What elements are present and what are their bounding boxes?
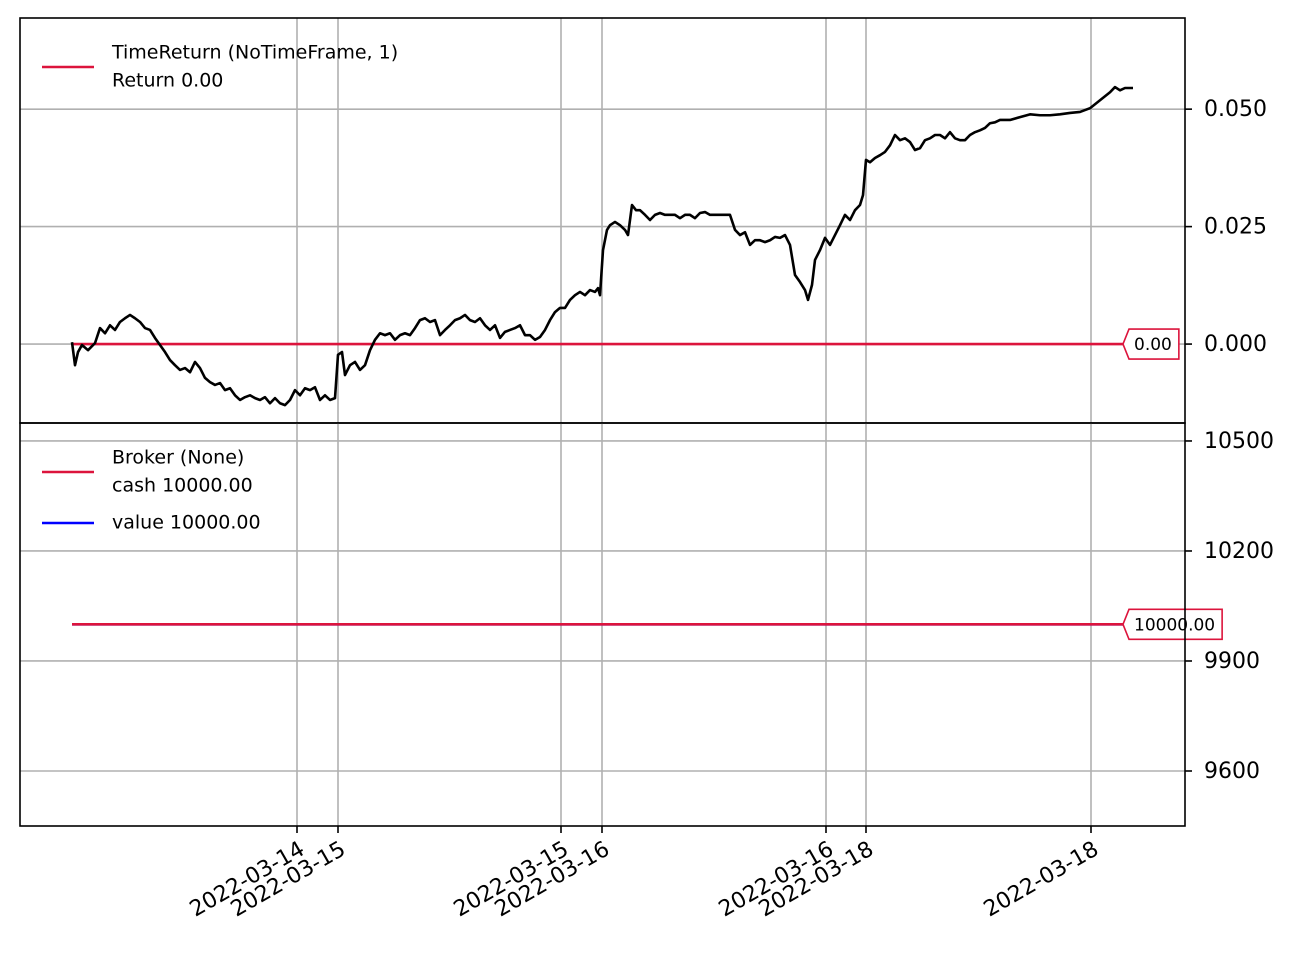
y-tick-label: 10200 <box>1204 539 1274 564</box>
end-tag-label: 10000.00 <box>1134 615 1215 635</box>
end-tag: 10000.00 <box>1122 608 1223 641</box>
y-tick-label: 0.050 <box>1204 97 1267 122</box>
y-tick-label: 9900 <box>1204 649 1260 674</box>
end-tag-box <box>1122 608 1223 641</box>
series-line <box>70 85 1133 407</box>
end-tag-box <box>1122 328 1180 360</box>
legend-title: TimeReturn (NoTimeFrame, 1) <box>111 42 398 64</box>
end-tag: 0.00 <box>1122 328 1180 360</box>
legend-title: Broker (None) <box>112 447 244 469</box>
legend-label: value 10000.00 <box>112 512 261 534</box>
y-tick-label: 0.025 <box>1204 215 1267 240</box>
y-tick-label: 10500 <box>1204 429 1274 454</box>
y-tick-label: 9600 <box>1204 759 1260 784</box>
legend-label: cash 10000.00 <box>112 475 253 497</box>
end-tag-label: 0.00 <box>1134 335 1172 355</box>
legend-label: Return 0.00 <box>112 70 223 92</box>
y-tick-label: 0.000 <box>1204 332 1267 357</box>
